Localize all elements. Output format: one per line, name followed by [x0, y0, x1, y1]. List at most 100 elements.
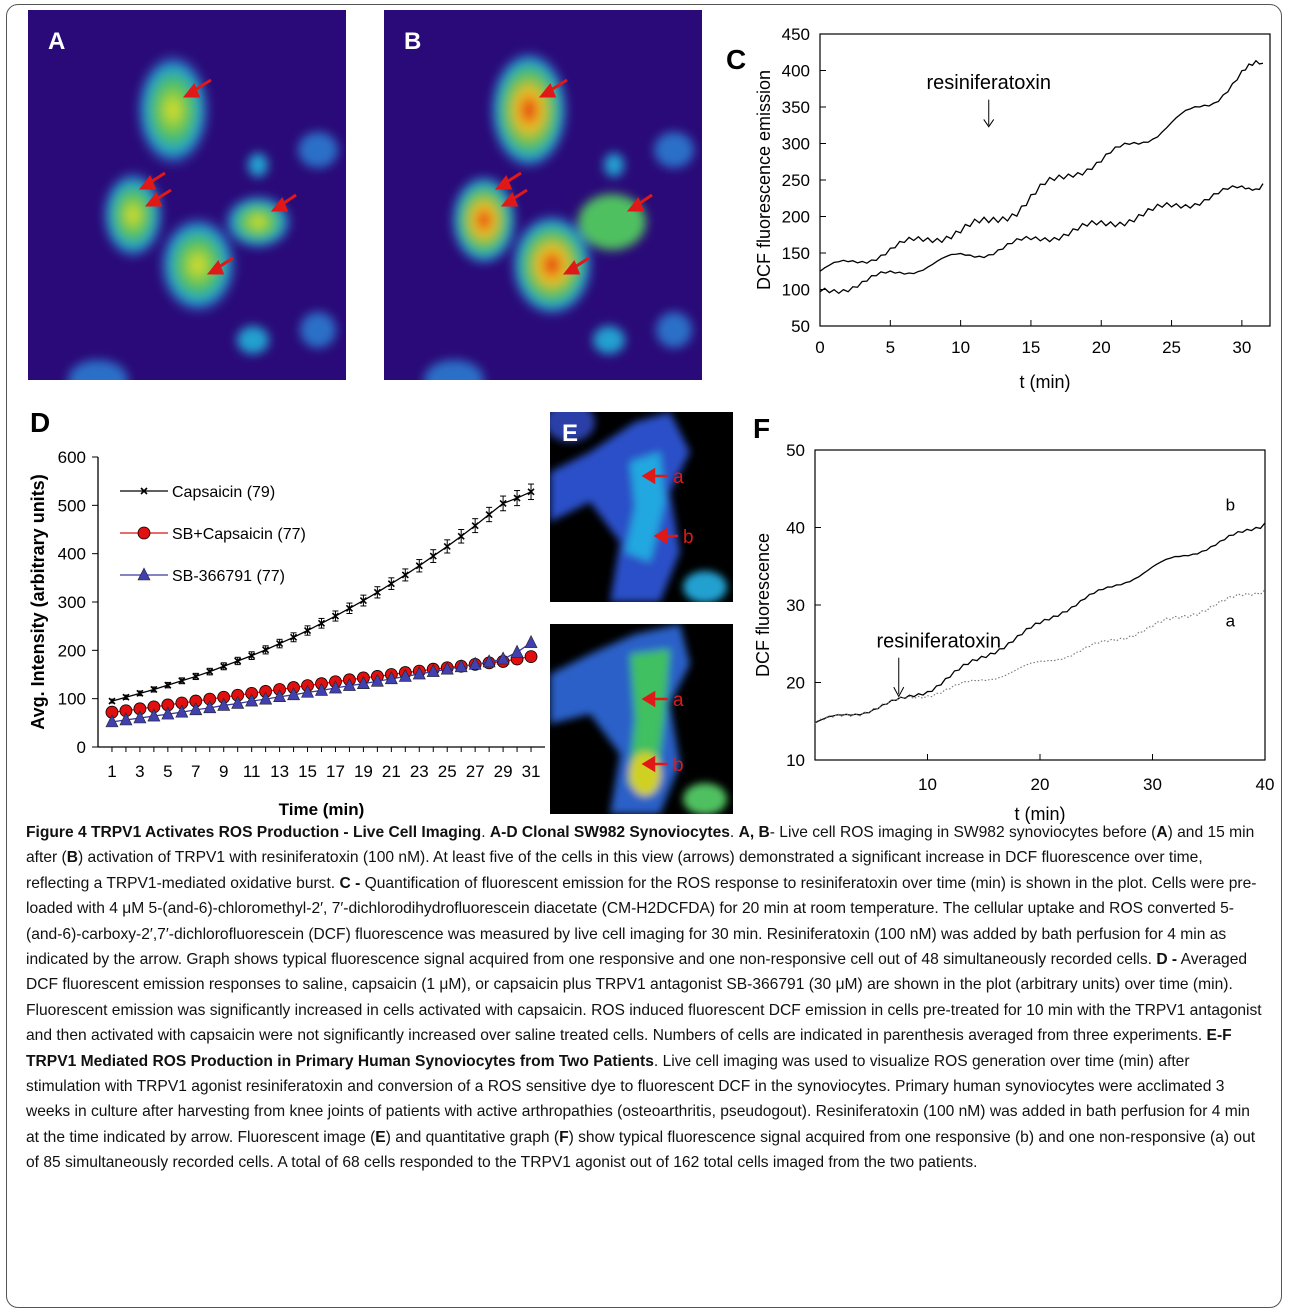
data-point [175, 704, 189, 718]
annotation-label: resiniferatoxin [876, 631, 1001, 653]
panel-c-label: C [726, 44, 747, 75]
x-tick-label: 23 [410, 762, 429, 781]
y-tick-label: 300 [58, 593, 86, 612]
data-point [342, 677, 356, 691]
caption-ref-a: A [1156, 824, 1168, 841]
series-label: a [1226, 612, 1236, 631]
e-arrow-label-b2: b [673, 755, 684, 776]
plot-frame [814, 449, 1266, 761]
x-tick-label: 25 [438, 762, 457, 781]
data-point [317, 619, 326, 627]
y-tick-label: 300 [782, 135, 810, 154]
data-point [287, 687, 301, 701]
annotation-arrowhead [983, 119, 995, 128]
y-tick-label: 40 [786, 519, 805, 538]
x-tick-label: 10 [918, 775, 937, 794]
data-point [471, 522, 479, 530]
data-point [387, 580, 395, 588]
figure-frame [6, 4, 1282, 1308]
data-point [384, 671, 398, 685]
data-point [147, 708, 161, 722]
data-point [496, 651, 510, 665]
data-point [499, 499, 507, 507]
data-point [328, 680, 342, 694]
x-tick-label: 3 [135, 762, 144, 781]
x-tick-label: 20 [1031, 775, 1050, 794]
caption-heading-ab: A, B [738, 824, 770, 841]
data-point [443, 542, 451, 550]
data-point [122, 693, 130, 701]
series-line [814, 589, 1266, 725]
data-point [373, 588, 381, 596]
data-point [189, 702, 203, 716]
panel-e-label: E [562, 420, 579, 447]
panel-b-label: B [404, 28, 422, 55]
y-tick-label: 150 [782, 244, 810, 263]
y-axis-label: DCF fluorescence emission [754, 70, 774, 290]
data-point [150, 685, 158, 694]
x-tick-label: 1 [107, 762, 116, 781]
data-point [454, 659, 468, 673]
micrograph-e-bottom-image [550, 624, 733, 814]
micrograph-panel-e-bottom [550, 624, 733, 814]
y-axis-label: Avg. Intensity (arbitrary units) [28, 474, 48, 729]
data-point [161, 706, 175, 720]
y-tick-label: 200 [782, 208, 810, 227]
x-tick-label: 19 [354, 762, 373, 781]
y-tick-label: 0 [77, 738, 86, 757]
y-tick-label: 50 [791, 317, 810, 336]
data-point [510, 644, 524, 658]
data-point [248, 652, 256, 660]
caption-text-5: Averaged DCF fluorescent emission respon… [26, 951, 1262, 1045]
series-label: b [1226, 495, 1235, 514]
caption-sep-1: . [481, 824, 490, 841]
x-tick-label: 30 [1143, 775, 1162, 794]
data-point [276, 640, 284, 648]
x-tick-label: 9 [219, 762, 228, 781]
panel-d-label: D [30, 407, 51, 438]
y-tick-label: 20 [786, 674, 805, 693]
x-tick-label: 17 [326, 762, 345, 781]
data-point [426, 663, 440, 677]
panel-e-arrows: a b a b [641, 467, 694, 776]
data-point [415, 562, 423, 570]
data-point [527, 488, 535, 496]
data-point [468, 656, 482, 670]
caption-ref-b: B [66, 849, 78, 867]
x-axis-label: Time (min) [279, 800, 365, 819]
data-point [231, 695, 245, 709]
data-point [262, 646, 270, 654]
x-tick-label: 40 [1256, 775, 1275, 794]
data-point [398, 668, 412, 682]
data-point [178, 677, 186, 685]
legend-label: SB-366791 (77) [172, 568, 285, 585]
caption-sep-2: . [729, 824, 739, 841]
data-point [217, 697, 231, 711]
y-tick-label: 50 [786, 441, 805, 460]
series-line [819, 183, 1264, 295]
micrograph-a-image [28, 10, 346, 380]
x-tick-label: 27 [466, 762, 485, 781]
x-axis-label: t (min) [1020, 372, 1071, 392]
data-point [133, 710, 147, 724]
caption-heading-d: D - [1156, 951, 1178, 969]
data-point [108, 697, 116, 705]
data-point [301, 684, 315, 698]
caption-figure-title: Figure 4 TRPV1 Activates ROS Production … [26, 824, 482, 841]
legend-marker [137, 567, 151, 581]
caption-text-2: ) and 15 min after ( [26, 824, 1255, 867]
data-point [259, 691, 273, 705]
x-tick-label: 5 [886, 338, 895, 357]
x-tick-label: 15 [1021, 338, 1040, 357]
y-tick-label: 500 [58, 496, 86, 515]
chart-c-svg: 50 100 150 200 250 300 350 400 450 0 5 10 15 20 25 30 t … [754, 25, 1271, 392]
y-tick-label: 600 [58, 448, 86, 467]
caption-text-4: Quantification of fluorescent emission f… [26, 874, 1257, 969]
caption-text-6: . Live cell imaging was used to visualiz… [26, 1052, 1250, 1146]
x-tick-label: 20 [1092, 338, 1111, 357]
chart-panel-d: D 0 100 200 300 400 500 600 1 3 5 7 9 11 13 15 17 19 21 23… [20, 405, 550, 825]
annotation-label: resiniferatoxin [926, 72, 1051, 94]
caption-ref-e: E [375, 1128, 386, 1146]
micrograph-panel-a: A [28, 10, 346, 380]
series-line [819, 59, 1264, 272]
